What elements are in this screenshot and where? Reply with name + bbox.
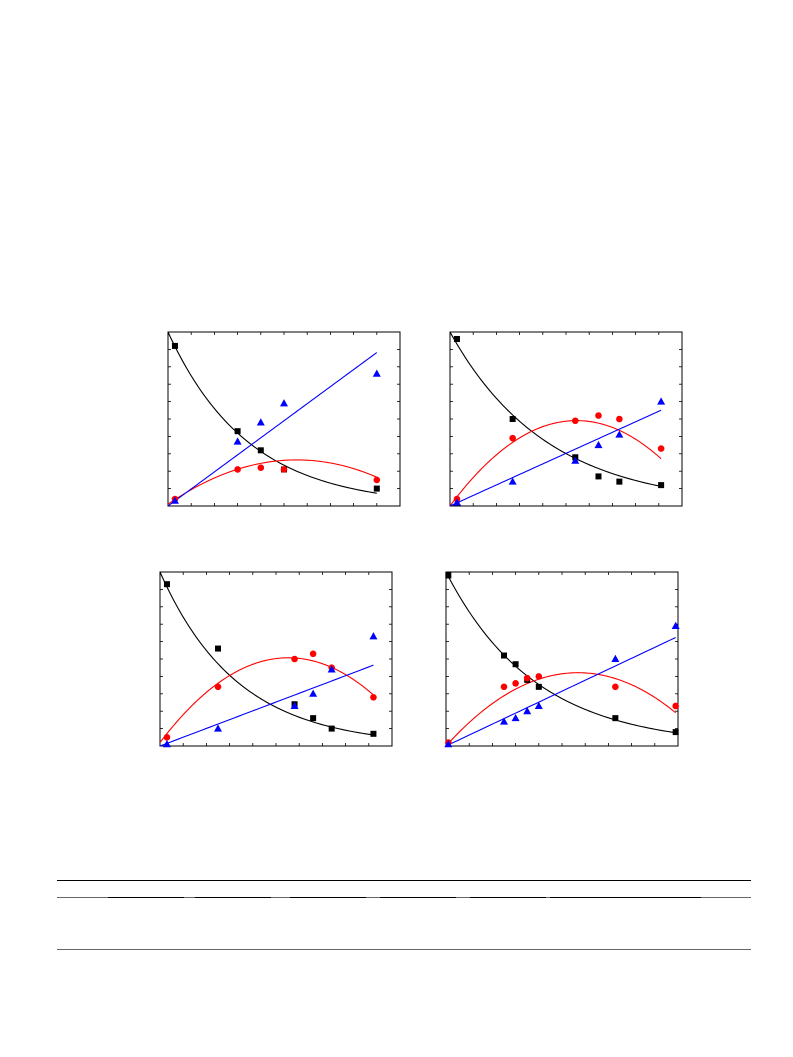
red-circle-point xyxy=(523,674,531,682)
red-circle-point xyxy=(509,434,516,442)
red-circle-point xyxy=(373,476,381,484)
black-square-point xyxy=(612,715,619,722)
blue-triangle-point xyxy=(256,418,265,426)
black-square-point xyxy=(370,730,377,737)
red-circle-point xyxy=(535,673,543,680)
black-square-point xyxy=(595,473,602,480)
blue-triangle-point xyxy=(594,440,603,449)
black-square-point xyxy=(509,416,516,422)
red-circle-point xyxy=(291,655,298,663)
chart-bottom-left xyxy=(159,571,393,748)
red-circle-point xyxy=(612,683,619,691)
table-subrule-5 xyxy=(470,897,546,898)
blue-triangle-point xyxy=(233,437,242,445)
blue-fit-curve xyxy=(167,352,378,507)
blue-triangle-point xyxy=(657,397,666,405)
table-subrule-7 xyxy=(625,897,701,898)
black-square-point xyxy=(445,572,452,579)
table-subrule-2 xyxy=(195,897,271,898)
plot-frame xyxy=(449,331,683,507)
blue-triangle-point xyxy=(170,496,179,504)
red-circle-point xyxy=(672,702,679,710)
blue-fit-curve xyxy=(445,636,676,747)
black-square-point xyxy=(453,335,460,342)
chart-top-right xyxy=(449,331,683,507)
blue-triangle-point xyxy=(611,654,620,662)
plot-frame xyxy=(445,571,679,747)
black-square-point xyxy=(512,661,519,668)
blue-triangle-point xyxy=(309,689,318,697)
blue-triangle-point xyxy=(280,399,288,407)
blue-fit-curve xyxy=(449,409,662,507)
blue-triangle-point xyxy=(327,665,336,673)
black-fit-curve xyxy=(167,331,377,494)
chart-panel-bottom-right xyxy=(438,566,688,756)
black-square-point xyxy=(163,581,170,588)
black-square-point xyxy=(616,478,623,485)
black-fit-curve xyxy=(449,331,662,487)
blue-triangle-point xyxy=(444,740,453,748)
red-circle-point xyxy=(571,417,579,425)
red-circle-point xyxy=(616,415,623,423)
chart-panel-top-right xyxy=(442,326,692,516)
black-square-point xyxy=(257,447,264,454)
red-circle-point xyxy=(234,466,241,473)
red-circle-point xyxy=(512,680,519,687)
blue-triangle-point xyxy=(372,369,381,377)
blue-triangle-point xyxy=(500,717,508,725)
blue-triangle-point xyxy=(369,632,378,640)
chart-panel-top-left xyxy=(160,326,410,516)
black-fit-curve xyxy=(159,571,374,736)
black-square-point xyxy=(672,729,679,736)
blue-triangle-point xyxy=(534,701,543,709)
table-subrule-1 xyxy=(108,897,184,898)
red-circle-point xyxy=(309,650,317,658)
red-circle-point xyxy=(370,693,377,701)
black-square-point xyxy=(328,725,335,732)
chart-top-left xyxy=(167,331,401,507)
red-circle-point xyxy=(657,445,665,452)
red-circle-point xyxy=(500,683,508,691)
black-fit-curve xyxy=(445,571,676,734)
blue-triangle-point xyxy=(508,477,517,485)
blue-triangle-point xyxy=(523,707,532,715)
blue-triangle-point xyxy=(671,621,680,629)
blue-triangle-point xyxy=(290,701,299,709)
red-fit-curve xyxy=(449,420,662,507)
red-circle-point xyxy=(163,734,171,741)
table-bottom-rule xyxy=(57,949,751,950)
black-square-point xyxy=(373,485,380,492)
black-square-point xyxy=(234,428,241,435)
blue-triangle-point xyxy=(615,430,624,438)
black-square-point xyxy=(535,683,542,690)
black-square-point xyxy=(171,342,178,349)
blue-triangle-point xyxy=(511,713,520,722)
red-circle-point xyxy=(595,412,602,419)
chart-bottom-right xyxy=(444,571,680,748)
blue-triangle-point xyxy=(452,498,461,506)
chart-panel-bottom-left xyxy=(152,566,402,756)
red-circle-point xyxy=(257,464,265,472)
red-fit-curve xyxy=(445,672,677,747)
black-square-point xyxy=(501,652,507,659)
red-fit-curve xyxy=(159,657,374,743)
table-subrule-4 xyxy=(380,897,456,898)
blue-triangle-point xyxy=(214,724,222,732)
blue-triangle-point xyxy=(162,740,171,748)
red-fit-curve xyxy=(167,459,378,505)
blue-fit-curve xyxy=(159,664,374,747)
black-square-point xyxy=(215,645,221,652)
black-square-point xyxy=(658,482,665,489)
red-circle-point xyxy=(280,466,288,473)
table-subrule-6 xyxy=(550,897,626,898)
blue-triangle-point xyxy=(571,456,580,464)
table-subrule-3 xyxy=(290,897,366,898)
red-circle-point xyxy=(214,683,222,691)
table-top-rule xyxy=(57,880,751,881)
black-square-point xyxy=(310,715,317,722)
